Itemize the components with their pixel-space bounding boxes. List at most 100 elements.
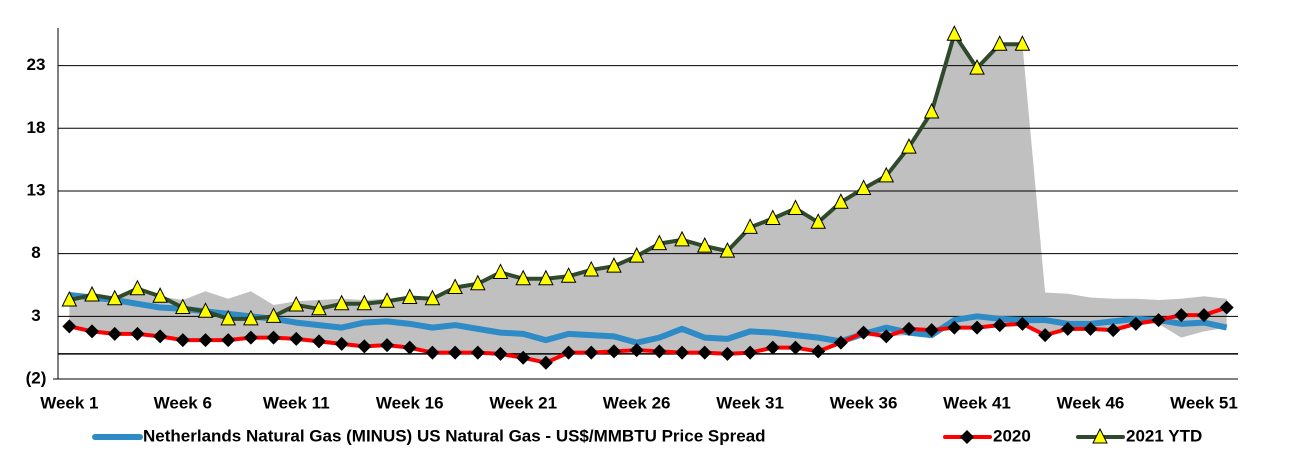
- diamond-marker: [833, 335, 848, 350]
- diamond-marker: [743, 345, 758, 360]
- triangle-marker: [61, 290, 78, 307]
- triangle-marker: [515, 269, 532, 286]
- diamond-marker: [856, 325, 871, 340]
- diamond-marker: [675, 345, 690, 360]
- triangle-marker: [379, 292, 395, 308]
- diamond-marker: [448, 345, 463, 360]
- triangle-marker: [220, 309, 237, 326]
- diamond-marker: [1128, 316, 1143, 331]
- triangle-marker: [356, 294, 373, 311]
- triangle-marker: [833, 193, 849, 209]
- diamond-marker: [243, 330, 258, 345]
- triangle-marker: [1014, 35, 1031, 51]
- x-tick-label: Week 31: [716, 393, 784, 412]
- triangle-marker: [243, 309, 259, 326]
- x-tick-label: Week 46: [1057, 393, 1125, 412]
- triangle-marker: [923, 102, 940, 119]
- triangle-marker: [174, 298, 191, 315]
- triangle-marker: [401, 288, 418, 305]
- legend-label: 2020: [993, 426, 1031, 445]
- triangle-marker: [583, 260, 600, 277]
- diamond-marker: [380, 338, 395, 353]
- diamond-marker: [947, 320, 962, 335]
- y-tick-label: (2): [26, 368, 47, 387]
- x-tick-label: Week 26: [603, 393, 671, 412]
- diamond-marker: [697, 345, 712, 360]
- diamond-marker: [561, 345, 576, 360]
- triangle-marker: [84, 285, 100, 302]
- triangle-marker: [969, 58, 985, 75]
- triangle-marker: [538, 269, 554, 286]
- diamond-marker: [266, 330, 281, 345]
- triangle-marker: [492, 263, 509, 279]
- triangle-marker: [742, 218, 758, 234]
- triangle-marker: [333, 294, 350, 311]
- triangle-marker: [311, 299, 327, 316]
- legend-label: Netherlands Natural Gas (MINUS) US Natur…: [143, 426, 766, 445]
- triangle-marker: [106, 289, 123, 306]
- legend-marker: [960, 430, 974, 444]
- diamond-marker: [62, 319, 77, 334]
- x-tick-label: Week 41: [943, 393, 1011, 412]
- diamond-marker: [175, 333, 190, 348]
- diamond-marker: [765, 340, 780, 355]
- diamond-marker: [357, 339, 372, 354]
- diamond-marker: [1219, 300, 1234, 315]
- triangle-marker: [129, 279, 146, 296]
- diamond-marker: [402, 340, 417, 355]
- diamond-marker: [425, 345, 440, 360]
- triangle-marker: [901, 137, 917, 154]
- diamond-marker: [970, 320, 985, 335]
- triangle-marker: [197, 302, 214, 318]
- diamond-marker: [788, 340, 803, 355]
- diamond-marker: [1106, 323, 1121, 338]
- x-tick-label: Week 51: [1170, 393, 1238, 412]
- y-tick-label: 13: [27, 180, 46, 199]
- diamond-marker: [493, 346, 508, 361]
- diamond-marker: [879, 329, 894, 344]
- x-tick-label: Week 21: [489, 393, 557, 412]
- diamond-marker: [992, 318, 1007, 333]
- diamond-marker: [85, 324, 100, 339]
- triangle-marker: [855, 179, 872, 195]
- y-tick-label: 8: [31, 243, 40, 262]
- diamond-marker: [221, 333, 236, 348]
- diamond-marker: [289, 331, 304, 346]
- triangle-marker: [560, 267, 577, 283]
- diamond-marker: [1174, 308, 1189, 323]
- triangle-marker: [787, 199, 804, 216]
- diamond-marker: [153, 329, 168, 344]
- diamond-marker: [107, 326, 122, 341]
- diamond-marker: [652, 344, 667, 359]
- triangle-marker: [946, 25, 963, 41]
- triangle-marker: [651, 234, 668, 251]
- diamond-marker: [811, 344, 826, 359]
- triangle-marker: [606, 257, 622, 273]
- x-tick-label: Week 16: [376, 393, 444, 412]
- y-tick-label: 3: [31, 306, 40, 325]
- triangle-marker: [628, 247, 645, 263]
- diamond-marker: [1151, 313, 1166, 328]
- triangle-marker: [469, 274, 486, 291]
- triangle-marker: [810, 213, 827, 229]
- diamond-marker: [516, 350, 531, 365]
- triangle-marker: [719, 242, 736, 258]
- x-tick-label: Week 1: [40, 393, 98, 412]
- triangle-marker: [696, 237, 713, 253]
- y-tick-label: 18: [27, 118, 46, 137]
- triangle-marker: [424, 289, 441, 306]
- triangle-marker: [447, 278, 463, 294]
- triangle-marker: [674, 230, 690, 247]
- diamond-marker: [606, 344, 621, 359]
- legend-label: 2021 YTD: [1126, 426, 1202, 445]
- diamond-marker: [1015, 316, 1030, 331]
- diamond-marker: [1060, 321, 1075, 336]
- diamond-marker: [198, 333, 213, 348]
- diamond-marker: [720, 346, 735, 361]
- triangle-marker: [152, 287, 168, 303]
- x-tick-label: Week 11: [263, 393, 330, 412]
- diamond-marker: [1038, 328, 1053, 343]
- y-tick-label: 23: [27, 55, 46, 74]
- triangle-marker: [991, 35, 1008, 51]
